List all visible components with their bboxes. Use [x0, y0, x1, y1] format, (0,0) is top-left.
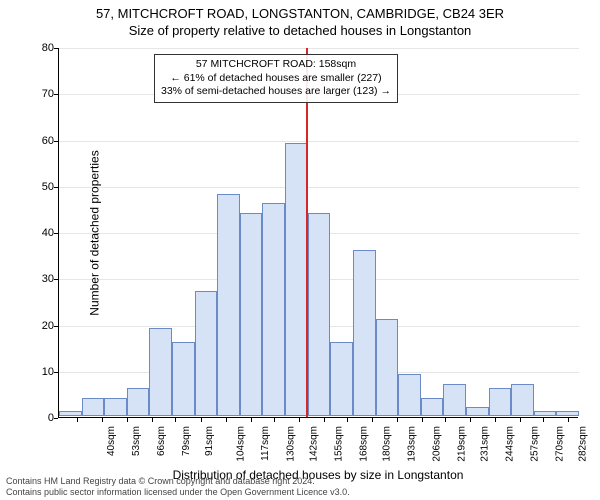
- x-tick-label: 53sqm: [131, 426, 142, 456]
- histogram-bar: [285, 143, 308, 416]
- x-tick-label: 244sqm: [505, 426, 516, 462]
- x-tick-mark: [324, 418, 325, 422]
- x-tick-label: 142sqm: [308, 426, 319, 462]
- page-subtitle: Size of property relative to detached ho…: [0, 23, 600, 38]
- x-tick-label: 270sqm: [555, 426, 566, 462]
- x-tick-mark: [445, 418, 446, 422]
- x-tick-label: 117sqm: [259, 426, 270, 461]
- histogram-bar: [466, 407, 489, 416]
- x-tick-mark: [372, 418, 373, 422]
- x-tick-mark: [495, 418, 496, 422]
- histogram-bar: [308, 213, 331, 417]
- x-tick-mark: [397, 418, 398, 422]
- x-tick-mark: [543, 418, 544, 422]
- x-tick-label: 180sqm: [381, 426, 392, 462]
- histogram-bar: [217, 194, 240, 416]
- x-tick-mark: [251, 418, 252, 422]
- histogram-bar: [149, 328, 172, 416]
- y-tick-label: 30: [24, 273, 54, 285]
- x-tick-label: 104sqm: [235, 426, 246, 462]
- x-tick-mark: [77, 418, 78, 422]
- footer-attribution: Contains HM Land Registry data © Crown c…: [6, 476, 350, 498]
- annotation-box: 57 MITCHCROFT ROAD: 158sqm ← 61% of deta…: [154, 54, 398, 103]
- grid-line: [59, 141, 579, 142]
- y-tick-label: 0: [24, 412, 54, 424]
- footer-line-2: Contains public sector information licen…: [6, 487, 350, 498]
- y-tick-mark: [54, 372, 58, 373]
- footer-line-1: Contains HM Land Registry data © Crown c…: [6, 476, 350, 487]
- histogram-bar: [82, 398, 105, 417]
- x-tick-mark: [470, 418, 471, 422]
- annotation-line-1: 57 MITCHCROFT ROAD: 158sqm: [161, 58, 391, 72]
- histogram-bar: [127, 388, 150, 416]
- x-tick-label: 79sqm: [181, 426, 192, 456]
- y-tick-mark: [54, 141, 58, 142]
- y-tick-label: 50: [24, 181, 54, 193]
- grid-line: [59, 48, 579, 49]
- x-tick-mark: [127, 418, 128, 422]
- grid-line: [59, 187, 579, 188]
- histogram-bar: [59, 411, 82, 416]
- annotation-line-2: ← 61% of detached houses are smaller (22…: [161, 72, 391, 86]
- x-tick-label: 130sqm: [285, 426, 296, 462]
- histogram-bar: [262, 203, 285, 416]
- histogram-bar: [534, 411, 557, 416]
- x-tick-mark: [520, 418, 521, 422]
- y-tick-mark: [54, 326, 58, 327]
- histogram-bar: [240, 213, 263, 417]
- histogram-bar: [195, 291, 218, 416]
- y-tick-label: 40: [24, 227, 54, 239]
- y-tick-mark: [54, 418, 58, 419]
- x-tick-mark: [226, 418, 227, 422]
- y-axis-label: Number of detached properties: [88, 150, 102, 315]
- x-tick-label: 66sqm: [156, 426, 167, 456]
- histogram-bar: [398, 374, 421, 416]
- histogram-bar: [376, 319, 399, 416]
- x-tick-mark: [568, 418, 569, 422]
- x-tick-label: 282sqm: [578, 426, 589, 462]
- x-tick-label: 155sqm: [333, 426, 344, 462]
- histogram-bar: [104, 398, 127, 417]
- histogram-bar: [489, 388, 512, 416]
- y-tick-label: 60: [24, 135, 54, 147]
- y-tick-label: 70: [24, 88, 54, 100]
- histogram-bar: [421, 398, 444, 417]
- x-tick-mark: [175, 418, 176, 422]
- y-tick-label: 10: [24, 366, 54, 378]
- histogram-bar: [353, 250, 376, 417]
- histogram-bar: [330, 342, 353, 416]
- x-tick-label: 193sqm: [407, 426, 418, 462]
- x-tick-mark: [152, 418, 153, 422]
- page-title: 57, MITCHCROFT ROAD, LONGSTANTON, CAMBRI…: [0, 0, 600, 21]
- y-tick-mark: [54, 279, 58, 280]
- histogram-bar: [511, 384, 534, 416]
- histogram-bar: [172, 342, 195, 416]
- x-tick-mark: [299, 418, 300, 422]
- y-tick-mark: [54, 94, 58, 95]
- histogram-bar: [443, 384, 466, 416]
- x-tick-mark: [201, 418, 202, 422]
- y-tick-mark: [54, 233, 58, 234]
- x-tick-label: 257sqm: [530, 426, 541, 462]
- x-tick-label: 91sqm: [204, 426, 215, 456]
- x-tick-mark: [422, 418, 423, 422]
- x-tick-mark: [102, 418, 103, 422]
- y-tick-label: 80: [24, 42, 54, 54]
- x-tick-label: 40sqm: [106, 426, 117, 456]
- x-tick-label: 219sqm: [457, 426, 468, 462]
- annotation-line-3: 33% of semi-detached houses are larger (…: [161, 85, 391, 99]
- x-tick-mark: [274, 418, 275, 422]
- y-tick-label: 20: [24, 320, 54, 332]
- x-tick-label: 231sqm: [480, 426, 491, 462]
- histogram-bar: [556, 411, 579, 416]
- x-tick-label: 168sqm: [358, 426, 369, 462]
- reference-line: [306, 48, 308, 417]
- y-tick-mark: [54, 48, 58, 49]
- x-tick-label: 206sqm: [432, 426, 443, 462]
- plot-area: 57 MITCHCROFT ROAD: 158sqm ← 61% of deta…: [58, 48, 578, 418]
- x-tick-mark: [347, 418, 348, 422]
- histogram-chart: 57 MITCHCROFT ROAD: 158sqm ← 61% of deta…: [58, 48, 578, 418]
- y-tick-mark: [54, 187, 58, 188]
